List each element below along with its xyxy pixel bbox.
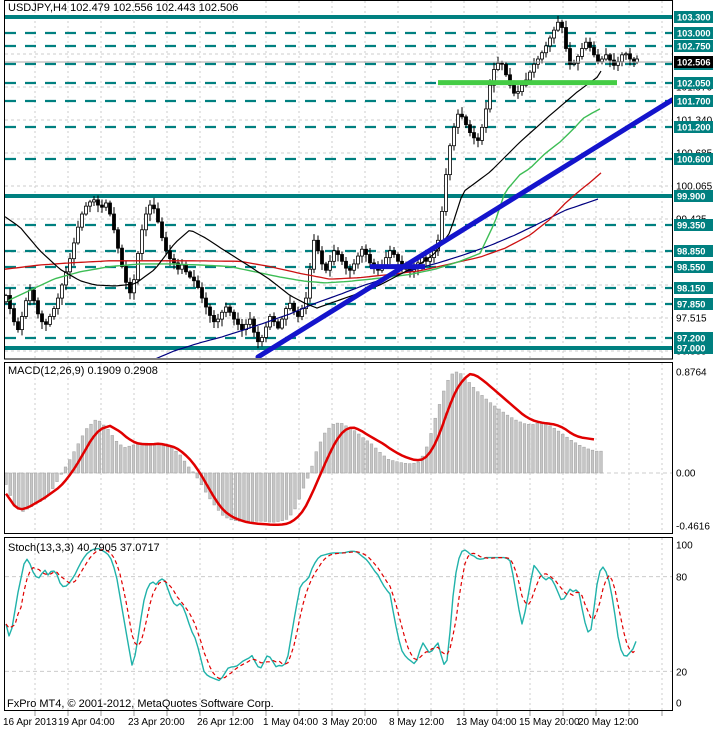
price-level-tag	[674, 121, 713, 133]
price-panel[interactable]	[5, 1, 673, 361]
ma-black-line	[5, 70, 602, 309]
macd-panel-border	[4, 362, 673, 534]
svg-text:102.506: 102.506	[677, 58, 711, 68]
price-level-tag	[674, 342, 713, 354]
time-axis-label: 23 Apr 20:00	[128, 717, 185, 728]
macd-axis-label: 0.8764	[676, 368, 707, 379]
ma-navy-line	[155, 198, 599, 358]
time-axis-label: 3 May 20:00	[322, 717, 377, 728]
price-level-tag	[674, 27, 713, 39]
time-axis-label: 8 May 12:00	[389, 717, 444, 728]
stoch-axis-label: 20	[676, 668, 688, 679]
time-axis-label: 16 Apr 2013	[3, 717, 57, 728]
price-level-tag	[674, 95, 713, 107]
svg-text:100.600: 100.600	[677, 155, 711, 165]
time-axis-label: 13 May 04:00	[456, 717, 517, 728]
price-grid-label: 100.065	[676, 182, 713, 193]
stoch-k-line	[5, 548, 637, 682]
svg-text:99.900: 99.900	[677, 192, 705, 202]
footer-credit: FxPro MT4, © 2001-2012, MetaQuotes Softw…	[7, 698, 274, 710]
trend-objects[interactable]	[255, 80, 672, 358]
svg-text:102.750: 102.750	[677, 42, 711, 52]
price-level-tag	[674, 153, 713, 165]
time-axis[interactable]: 16 Apr 2013 19 Apr 04:00 23 Apr 20:00 26 Ap…	[3, 711, 663, 728]
macd-axis-label: 0.00	[676, 469, 696, 480]
svg-text:97.850: 97.850	[677, 300, 705, 310]
current-price-tag	[674, 56, 713, 68]
macd-panel[interactable]	[5, 363, 672, 533]
time-axis-label: 26 Apr 12:00	[197, 717, 254, 728]
price-axis[interactable]: 101.970101.340100.685100.06599.42597.515…	[674, 11, 713, 710]
time-axis-label: 15 May 20:00	[519, 717, 580, 728]
stoch-vgrid	[34, 538, 663, 710]
macd-signal-line	[5, 372, 595, 527]
stoch-axis-label: 100	[676, 541, 693, 552]
price-level-tag	[674, 298, 713, 310]
stoch-label: Stoch(13,3,3) 40.7905 37.0717	[8, 542, 160, 554]
price-level-tag	[674, 332, 713, 344]
price-grid-label: 97.515	[676, 314, 707, 325]
stoch-d-line	[5, 549, 637, 679]
svg-text:97.200: 97.200	[677, 334, 705, 344]
stoch-panel[interactable]	[5, 538, 672, 710]
macd-axis-label: -0.4616	[676, 522, 710, 533]
svg-text:98.550: 98.550	[677, 263, 705, 273]
svg-text:98.850: 98.850	[677, 247, 705, 257]
price-level-tag	[674, 40, 713, 52]
ma-green-line	[7, 108, 601, 302]
time-axis-label: 20 May 12:00	[578, 717, 639, 728]
svg-text:99.350: 99.350	[677, 221, 705, 231]
price-level-tag	[674, 261, 713, 273]
ma-red-line	[5, 172, 602, 280]
price-level-tag	[674, 77, 713, 89]
price-level-tag	[674, 245, 713, 257]
svg-text:101.200: 101.200	[677, 123, 711, 133]
sr-level-lines	[5, 15, 672, 350]
price-panel-border	[4, 0, 673, 360]
svg-text:101.700: 101.700	[677, 97, 711, 107]
macd-label: MACD(12,26,9) 0.1909 0.2908	[8, 365, 158, 377]
chart-title: USDJPY,H4 102.479 102.556 102.443 102.50…	[8, 2, 238, 14]
svg-text:103.000: 103.000	[677, 29, 711, 39]
stoch-axis-label: 0	[676, 699, 682, 710]
time-axis-label: 1 May 04:00	[263, 717, 318, 728]
ascending-trendline[interactable]	[255, 97, 672, 358]
macd-histogram	[5, 371, 603, 523]
price-level-tag	[674, 219, 713, 231]
time-axis-label: 19 Apr 04:00	[58, 717, 115, 728]
price-level-tag	[674, 190, 713, 202]
svg-text:103.300: 103.300	[677, 13, 711, 23]
svg-text:102.050: 102.050	[677, 79, 711, 89]
panel-borders	[4, 0, 673, 711]
svg-text:98.150: 98.150	[677, 284, 705, 294]
svg-text:97.000: 97.000	[677, 344, 705, 354]
price-level-tag	[674, 282, 713, 294]
stoch-axis-label: 80	[676, 573, 688, 584]
price-level-tag	[674, 11, 713, 23]
stoch-panel-border	[4, 537, 673, 711]
